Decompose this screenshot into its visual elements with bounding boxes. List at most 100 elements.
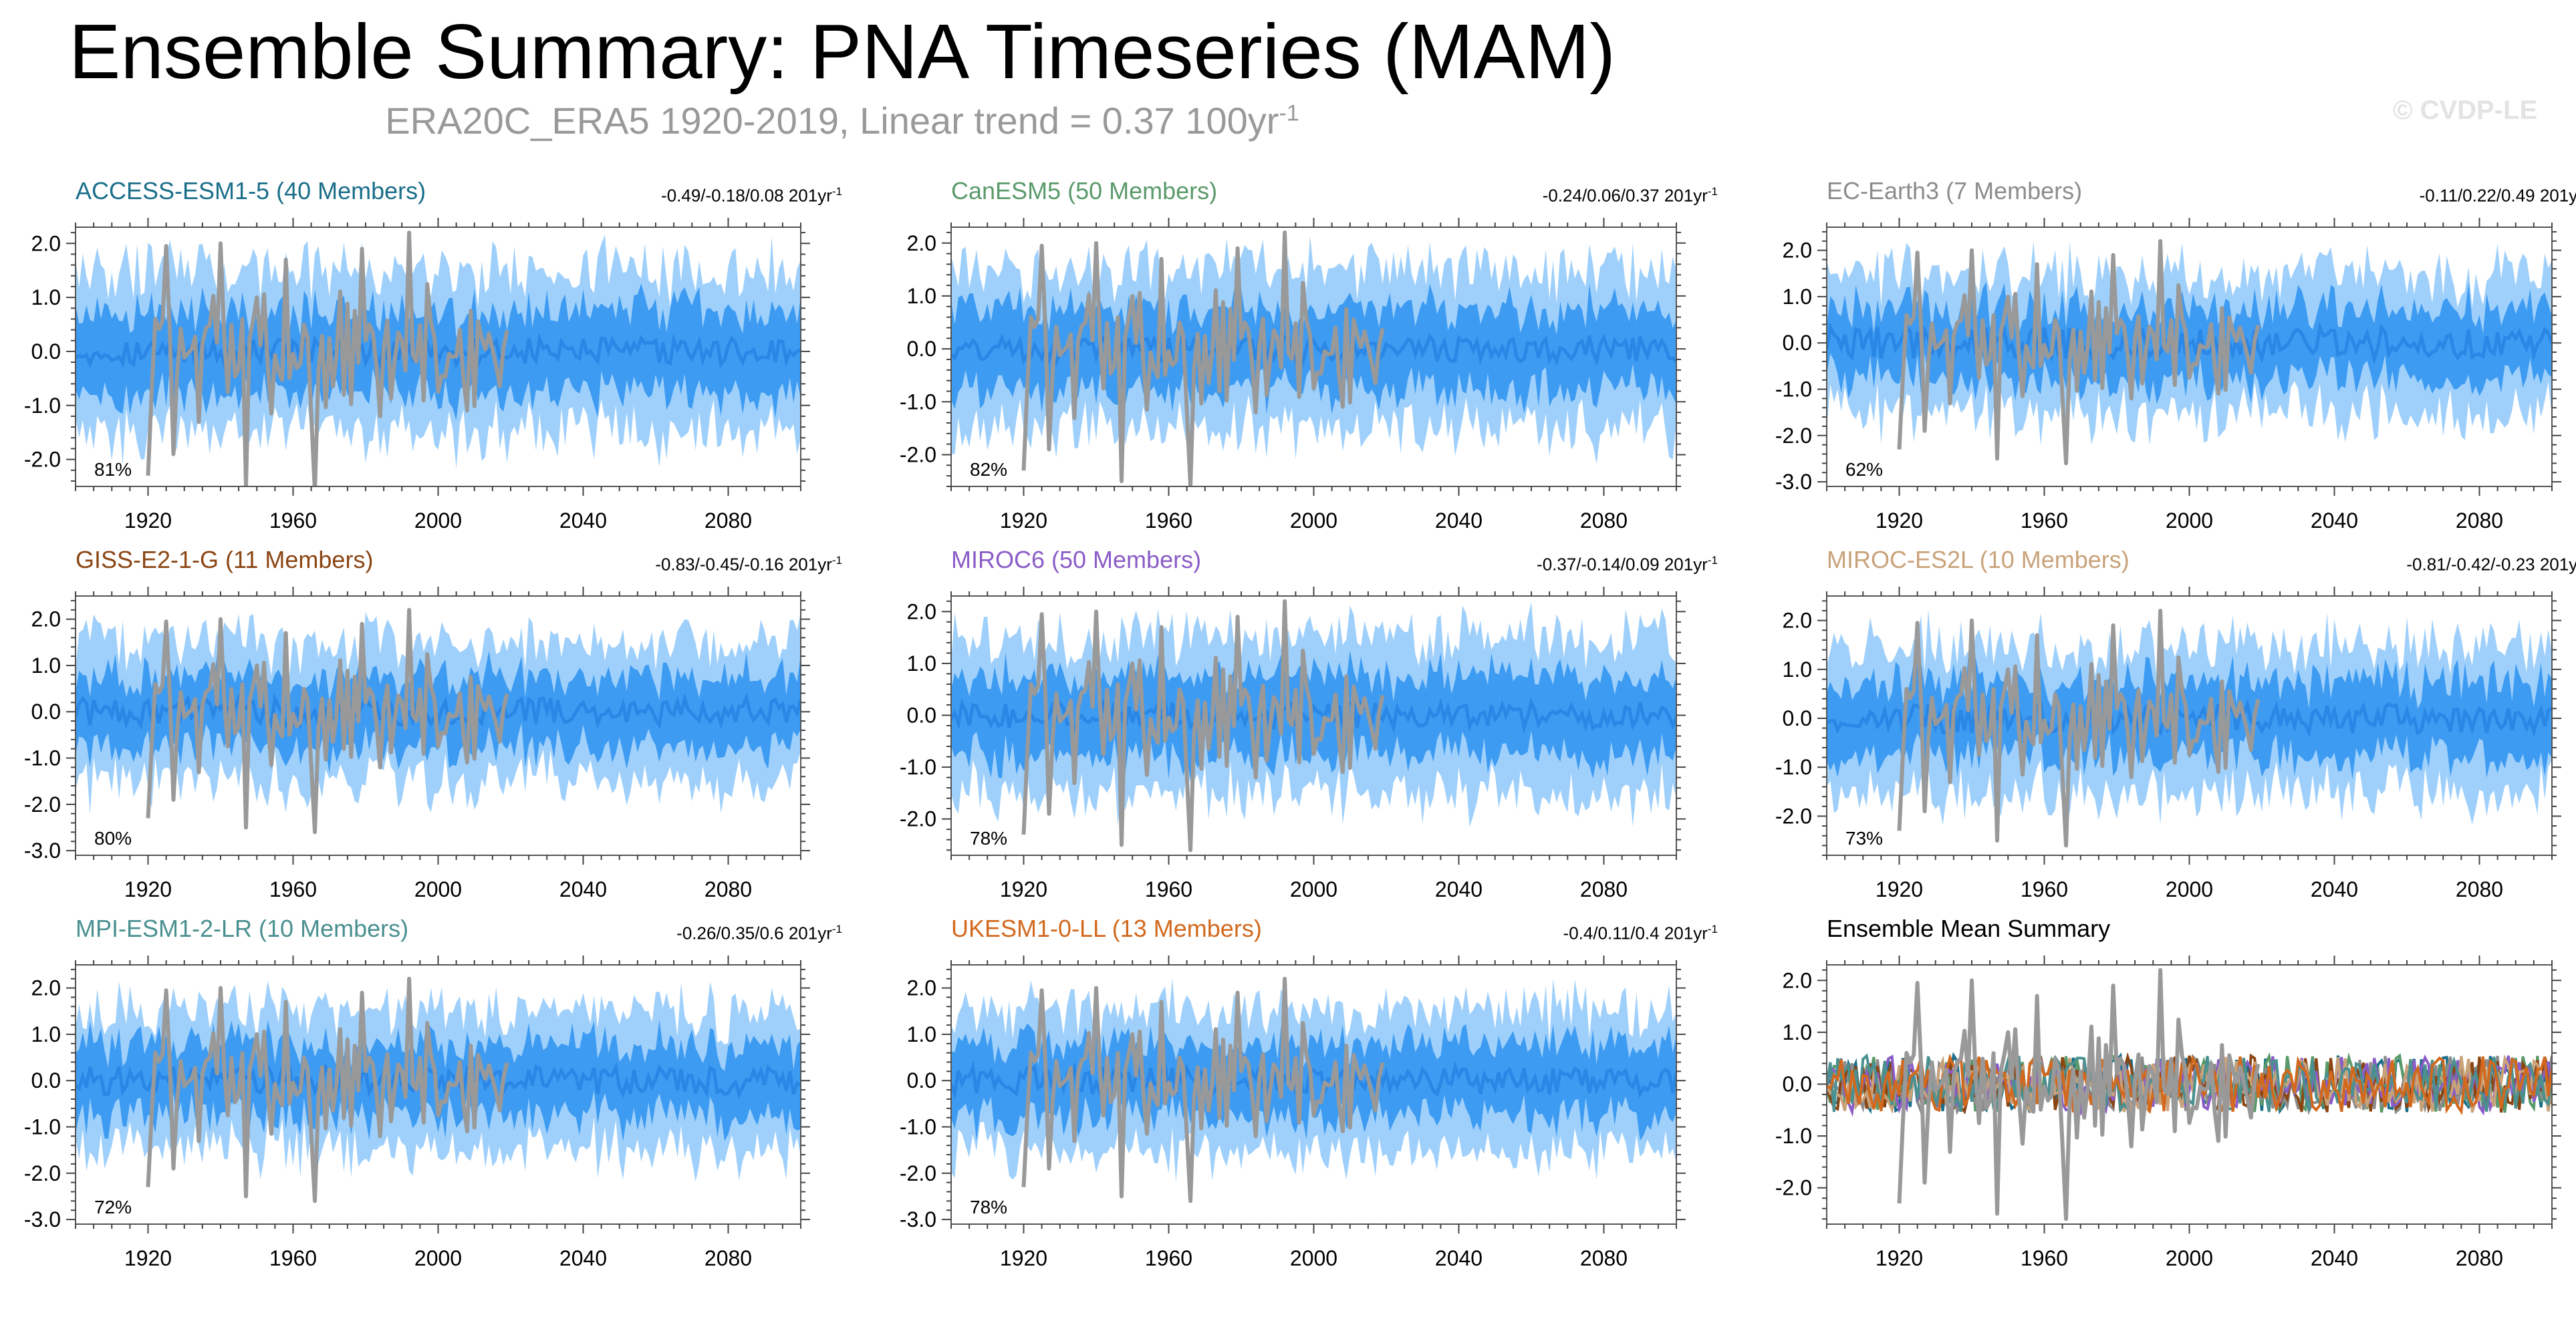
x-tick-label: 1960 <box>1145 877 1192 901</box>
x-tick-label: 2040 <box>1435 1246 1483 1270</box>
panel-stats: -0.83/-0.45/-0.16 201yr-1 <box>374 554 842 575</box>
y-axis: 2.0 1.0 0.0 -1.0 -2.0 -3.0 <box>900 968 1686 1231</box>
panel-stats: -0.37/-0.14/0.09 201yr-1 <box>1250 554 1718 575</box>
y-tick-label: -1.0 <box>24 394 61 418</box>
y-tick-label: 1.0 <box>907 284 936 308</box>
y-tick-label: 0.0 <box>1783 331 1812 355</box>
model-mean-line <box>1827 1053 2552 1116</box>
x-tick-label: 1920 <box>124 877 172 901</box>
chart-svg: 2.0 1.0 0.0 -1.0 -2.0 1920 1960 2000 2040 2080 78% <box>900 587 1686 901</box>
x-tick-label: 1960 <box>2021 1246 2068 1270</box>
observed-line <box>1897 968 2261 1221</box>
panel-stats-exponent: -1 <box>831 554 842 567</box>
x-tick-label: 1920 <box>1000 508 1047 533</box>
panel-stats-exponent: -1 <box>1707 554 1718 567</box>
x-tick-label: 2000 <box>2166 877 2213 901</box>
y-axis: 2.0 1.0 0.0 -1.0 -2.0 <box>900 599 1686 851</box>
y-tick-label: 1.0 <box>31 1022 61 1046</box>
observed-line <box>146 976 509 1203</box>
x-tick-label: 1960 <box>1145 1246 1192 1270</box>
observed-line <box>1897 608 2261 848</box>
chart-panel: ACCESS-ESM1-5 (40 Members) -0.49/-0.18/0.… <box>0 0 842 533</box>
panel-title: CanESM5 (50 Members) <box>951 177 1218 204</box>
x-axis: 1920 1960 2000 2040 2080 <box>75 956 801 1270</box>
x-tick-label: 1920 <box>124 508 172 533</box>
y-tick-label: 1.0 <box>907 1022 936 1046</box>
y-tick-label: -2.0 <box>24 1161 61 1185</box>
chart-panel: MIROC-ES2L (10 Members) -0.81/-0.42/-0.23… <box>1751 369 2576 901</box>
percent-label: 78% <box>970 828 1007 849</box>
y-tick-label: 1.0 <box>1783 657 1812 682</box>
panel-title: MIROC6 (50 Members) <box>951 546 1202 573</box>
y-tick-label: 1.0 <box>1783 1020 1812 1044</box>
x-axis: 1920 1960 2000 2040 2080 <box>1826 956 2553 1270</box>
ensemble-66pct-band <box>76 1020 801 1142</box>
y-tick-label: 2.0 <box>907 976 936 1000</box>
y-tick-label: -1.0 <box>900 1115 936 1139</box>
x-tick-label: 2000 <box>1290 1246 1337 1270</box>
x-tick-label: 2040 <box>2311 877 2358 901</box>
x-tick-label: 2000 <box>414 1246 462 1270</box>
x-tick-label: 2040 <box>559 1246 607 1270</box>
figure-title: Ensemble Summary: PNA Timeseries (MAM) <box>68 8 1616 95</box>
x-axis: 1920 1960 2000 2040 2080 <box>950 956 1677 1270</box>
panel-title: GISS-E2-1-G (11 Members) <box>76 546 374 573</box>
x-tick-label: 1920 <box>124 1246 172 1270</box>
panel-stats-text: -0.49/-0.18/0.08 201yr <box>661 185 832 206</box>
x-tick-label: 2080 <box>704 877 752 901</box>
panel-stats: -0.81/-0.42/-0.23 201yr-1 <box>2126 554 2576 575</box>
y-tick-label: 0.0 <box>907 1068 936 1092</box>
y-tick-label: 2.0 <box>31 607 61 631</box>
panel-stats-text: -0.81/-0.42/-0.23 201yr <box>2406 554 2576 575</box>
panel-stats-text: -0.26/0.35/0.6 201yr <box>676 923 832 943</box>
y-tick-label: 0.0 <box>31 1068 61 1092</box>
panel-stats-text: -0.4/0.11/0.4 201yr <box>1563 923 1708 943</box>
percent-label: 62% <box>1845 459 1883 480</box>
x-tick-label: 1920 <box>1000 877 1047 901</box>
y-tick-label: -3.0 <box>24 1207 61 1231</box>
x-tick-label: 2000 <box>414 508 462 533</box>
y-tick-label: 0.0 <box>31 339 61 363</box>
y-tick-label: -1.0 <box>900 755 936 779</box>
copyright-mark: © CVDP-LE <box>2393 96 2538 125</box>
x-tick-label: 2080 <box>2456 877 2503 901</box>
y-tick-label: 0.0 <box>1783 706 1812 730</box>
panel-stats-exponent: -1 <box>831 923 842 935</box>
panel-stats-text: -0.11/0.22/0.49 201yr <box>2419 185 2576 206</box>
y-tick-label: -2.0 <box>1775 424 1812 448</box>
y-tick-label: -2.0 <box>24 448 61 472</box>
ensemble-66pct-band <box>951 283 1676 414</box>
y-tick-label: -1.0 <box>900 390 936 414</box>
y-tick-label: 0.0 <box>31 700 61 724</box>
chart-panel: MPI-ESM1-2-LR (10 Members) -0.26/0.35/0.6… <box>0 738 842 1270</box>
chart-svg: 2.0 1.0 0.0 -1.0 -2.0 -3.0 1920 1960 2000 2040 208… <box>1775 218 2561 533</box>
x-tick-label: 2000 <box>2166 508 2213 533</box>
y-tick-label: 2.0 <box>1783 968 1812 992</box>
panel-stats-text: -0.83/-0.45/-0.16 201yr <box>655 554 832 575</box>
chart-panel: Ensemble Mean Summary 2.0 1.0 0.0 -1.0 -2.0 19… <box>1751 738 2576 1270</box>
x-tick-label: 2000 <box>414 877 462 901</box>
percent-label: 80% <box>94 828 132 849</box>
y-tick-label: 2.0 <box>907 231 936 255</box>
y-tick-label: 0.0 <box>1783 1072 1812 1096</box>
x-tick-label: 2040 <box>559 508 607 533</box>
y-tick-label: -1.0 <box>24 746 61 770</box>
panel-stats: -0.24/0.06/0.37 201yr-1 <box>1250 185 1718 206</box>
x-tick-label: 1920 <box>1876 877 1923 901</box>
y-tick-label: -1.0 <box>1775 1124 1812 1148</box>
y-tick-label: -2.0 <box>900 807 936 831</box>
y-tick-label: 1.0 <box>31 285 61 309</box>
x-tick-label: 1920 <box>1876 1246 1923 1270</box>
x-tick-label: 1960 <box>269 877 317 901</box>
plot-area <box>76 231 801 486</box>
y-tick-label: -1.0 <box>24 1115 61 1139</box>
plot-area <box>1827 968 2552 1221</box>
observed-line <box>146 231 509 486</box>
y-tick-label: 2.0 <box>31 976 61 1000</box>
panel-stats-exponent: -1 <box>831 185 842 198</box>
y-axis: 2.0 1.0 0.0 -1.0 -2.0 <box>1775 968 2561 1220</box>
ensemble-66pct-band <box>76 283 801 421</box>
y-tick-label: 2.0 <box>1783 609 1812 633</box>
observed-line <box>1021 230 1385 486</box>
figure-subtitle: ERA20C_ERA5 1920-2019, Linear trend = 0.… <box>0 99 1684 142</box>
